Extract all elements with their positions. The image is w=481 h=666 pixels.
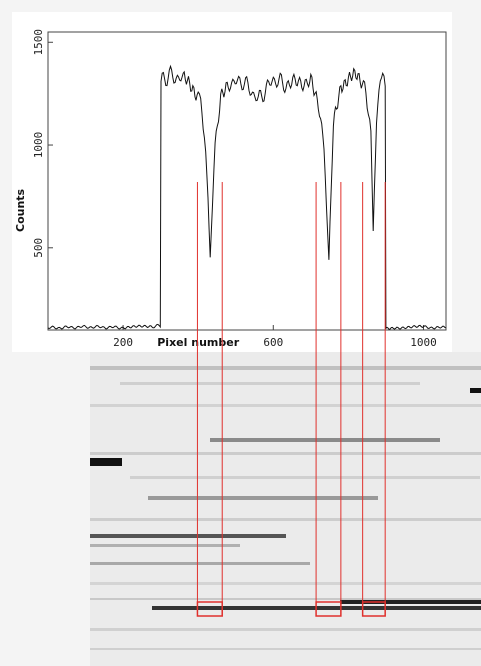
- image-background: [90, 352, 481, 666]
- image-streak: [120, 382, 420, 385]
- image-streak: [90, 534, 286, 538]
- image-streak: [90, 366, 481, 370]
- image-streak: [90, 648, 481, 650]
- image-streak: [130, 476, 480, 479]
- spectrum-image: [90, 352, 481, 666]
- image-streak: [90, 404, 481, 407]
- x-tick-label: 1000: [410, 336, 437, 349]
- image-streak: [90, 598, 481, 600]
- image-streak: [90, 628, 481, 631]
- y-axis-label: Counts: [14, 188, 27, 232]
- image-streak: [148, 496, 378, 500]
- image-streak: [470, 388, 481, 393]
- spectrum-line: [47, 64, 447, 330]
- x-axis: 200 600 1000 Pixel number: [113, 325, 437, 349]
- image-streak: [90, 562, 310, 565]
- y-tick-label: 1500: [32, 29, 45, 56]
- image-streak: [90, 518, 481, 521]
- y-tick-label: 1000: [32, 132, 45, 159]
- image-streak: [90, 452, 481, 455]
- image-streak: [90, 582, 481, 585]
- image-streak: [90, 544, 240, 547]
- plot-frame: [47, 31, 447, 331]
- x-axis-label: Pixel number: [157, 336, 239, 349]
- x-tick-label: 200: [113, 336, 133, 349]
- image-streak: [340, 600, 481, 604]
- y-tick-label: 500: [32, 238, 45, 258]
- image-streak: [90, 458, 122, 466]
- image-streak: [210, 438, 440, 442]
- plot-panel: 500 1000 1500 200 600 1000 Pixel number Count…: [12, 12, 452, 352]
- image-streak: [152, 606, 481, 610]
- y-axis: 500 1000 1500: [32, 29, 53, 258]
- x-tick-label: 600: [263, 336, 283, 349]
